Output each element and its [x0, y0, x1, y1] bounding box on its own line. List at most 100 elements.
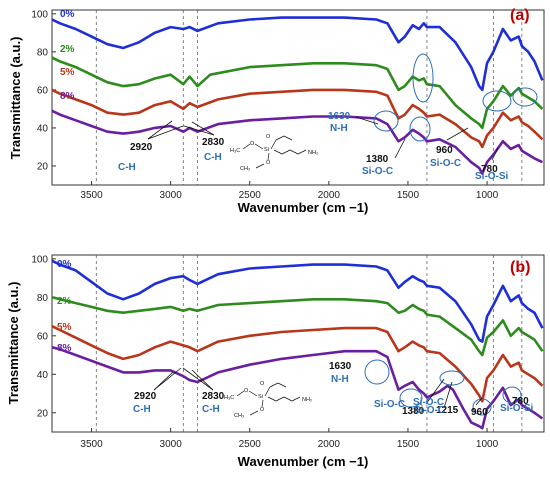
molecule-bond	[242, 143, 251, 150]
series-label: 2%	[60, 44, 75, 55]
series-label: 0%	[60, 9, 75, 20]
peak-highlight-ring	[502, 386, 522, 404]
x-tick-label: 3000	[160, 439, 183, 450]
peak-highlight-ring	[399, 388, 423, 408]
series-label: 2%	[57, 296, 72, 307]
molecule-bond	[267, 152, 270, 161]
molecule-atom-label: CH₃	[234, 413, 244, 419]
annotation-pointer	[446, 127, 469, 141]
annotation-pointer	[443, 381, 453, 409]
series-label: 0%	[57, 259, 72, 270]
y-tick-label: 60	[37, 85, 49, 96]
panel-tag: (a)	[510, 7, 530, 24]
molecule-bond	[275, 135, 285, 141]
peak-annotation: 780	[512, 396, 529, 407]
y-axis-title: Transmittance (a.u.)	[8, 37, 23, 160]
peak-annotation: 960	[436, 145, 453, 156]
peak-highlight-ring	[512, 87, 538, 107]
x-tick-label: 3000	[160, 190, 183, 201]
peak-annotation: Si-O-C	[430, 158, 461, 169]
molecule-bond	[236, 390, 245, 397]
peak-annotation: N-H	[331, 374, 349, 385]
x-tick-label: 3500	[80, 190, 103, 201]
chart-panel-a: 3500 3000 2500 2000 1500 1000 20 40 60 80 100 0% 2% 5…	[31, 7, 545, 201]
peak-annotation: Si-O-C	[413, 397, 444, 408]
molecule-atom-label: NH₂	[302, 397, 312, 403]
peak-annotation: Si-O-C	[374, 399, 405, 410]
molecule-bond	[249, 410, 259, 416]
peak-annotation: 780	[481, 164, 498, 175]
molecule-atom-label: H₃C	[224, 395, 234, 401]
molecule-bond	[269, 382, 279, 388]
peak-annotation: N-H	[330, 123, 348, 134]
y-tick-label: 20	[37, 161, 49, 172]
molecule-bond	[264, 386, 271, 397]
peak-annotation: 1380	[402, 406, 425, 417]
plot-frame	[51, 9, 545, 186]
y-tick-label: 80	[37, 293, 49, 304]
molecule-atom-label: O	[266, 134, 271, 140]
peak-annotation: 960	[471, 407, 488, 418]
annotation-pointer	[475, 397, 483, 406]
annotation-pointer	[182, 367, 214, 391]
molecule-bond	[248, 390, 258, 397]
annotation-pointer	[183, 125, 215, 136]
molecule-atom-label: O	[266, 160, 271, 166]
molecule-bond	[275, 396, 285, 402]
peak-annotation: 1630	[328, 111, 351, 122]
plot-frame	[51, 254, 545, 433]
peak-highlight-ring	[373, 110, 399, 132]
annotation-pointer	[191, 369, 214, 391]
x-tick-label: 1000	[476, 439, 499, 450]
peak-highlight-ring	[472, 398, 492, 416]
series-line-8pct	[51, 109, 543, 175]
peak-annotation: 2920	[130, 142, 153, 153]
molecule-bond	[270, 139, 277, 150]
peak-annotation: Si-O-C	[362, 166, 393, 177]
molecule-atom-label: NH₂	[308, 150, 318, 156]
molecule-bond	[255, 163, 265, 169]
peak-annotation: 2830	[202, 137, 225, 148]
annotation-pointer	[153, 367, 182, 391]
x-axis-title: Wavenumber (cm −1)	[238, 454, 369, 469]
peak-annotation: C-H	[204, 152, 222, 163]
peak-highlight-ring	[439, 370, 465, 386]
series-label: 8%	[60, 91, 75, 102]
molecule-bond	[273, 149, 283, 155]
molecule-bond	[283, 396, 293, 402]
molecule-bond	[281, 149, 291, 155]
molecule-atom-label: Si	[258, 394, 263, 400]
peak-annotation: C-H	[202, 404, 220, 415]
peak-annotation: 1630	[329, 361, 352, 372]
molecule-atom-label: CH₃	[240, 166, 250, 172]
annotation-pointer	[147, 125, 184, 140]
series-line-8pct	[51, 346, 544, 430]
y-tick-label: 60	[37, 331, 49, 342]
x-tick-label: 1500	[397, 190, 420, 201]
molecule-bond	[277, 382, 287, 388]
molecule-atom-label: Si	[264, 147, 269, 153]
molecule-bond	[283, 135, 293, 141]
chart-panel-b: 3500 3000 2500 2000 1500 1000 20 40 60 80 100 0% 2% 5…	[31, 254, 545, 450]
annotation-pointer	[394, 138, 406, 159]
x-tick-label: 2500	[239, 439, 262, 450]
y-tick-label: 100	[31, 9, 48, 20]
molecule-atom-label: O	[260, 407, 265, 413]
x-tick-label: 1000	[476, 190, 499, 201]
y-tick-label: 20	[37, 408, 49, 419]
molecule-atom-label: O	[250, 141, 255, 147]
peak-annotation: Si-O-Si	[475, 171, 509, 182]
series-label: 5%	[57, 322, 72, 333]
peak-highlight-ring	[364, 359, 390, 385]
peak-annotation: Si-O-Si	[500, 403, 534, 414]
y-tick-label: 100	[31, 254, 48, 265]
peak-annotation: 2830	[202, 391, 225, 402]
series-line-0pct	[51, 16, 544, 92]
molecule-atom-label: O	[260, 381, 265, 387]
y-tick-label: 40	[37, 370, 49, 381]
series-line-2pct	[51, 296, 544, 357]
molecule-bond	[289, 149, 299, 155]
annotation-pointer	[191, 121, 215, 136]
peak-highlight-ring	[412, 53, 434, 103]
molecule-atom-label: O	[244, 388, 249, 394]
